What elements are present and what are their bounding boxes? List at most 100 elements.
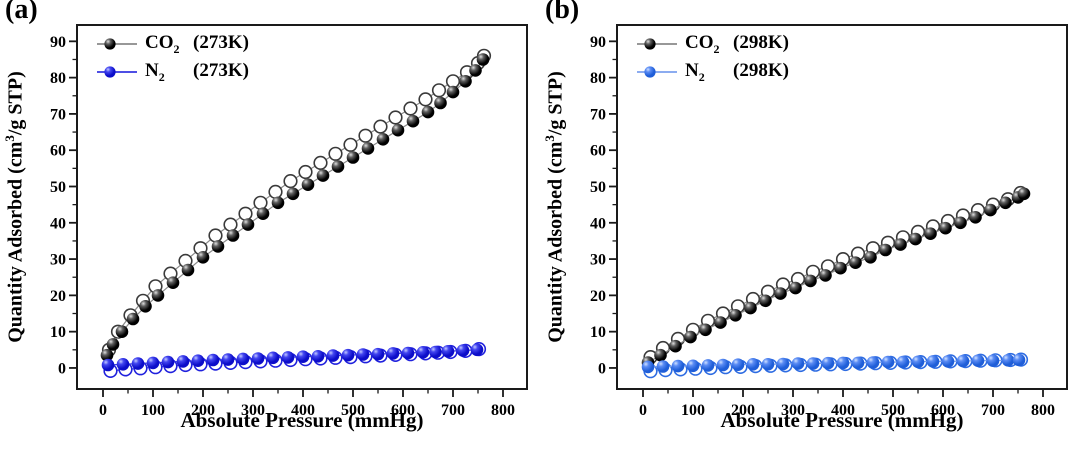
data-point [924,227,937,240]
data-point [221,353,235,366]
data-point [253,195,268,210]
y-axis-label: Quantity Adsorbed (cm3/g STP) [542,25,567,389]
x-tick-label: 400 [831,402,855,419]
data-point [376,133,390,146]
data-point [301,178,315,191]
data-point [669,339,682,353]
x-tick-label: 500 [881,402,905,419]
data-point [641,360,655,374]
data-point [654,348,667,362]
data-point [316,169,330,182]
y-tick-label: 90 [50,34,66,51]
plot-svg-b: 0 100 200 300 400 500 600 700 800 0 10 20 30 40 50 60 70… [590,24,1068,419]
panel-a: 0 100 200 300 400 500 600 700 800 0 10 20 30 40 50 60 70… [2,0,528,432]
y-tick-label: 20 [50,288,66,305]
data-point [774,287,787,300]
data-point [1001,354,1015,367]
data-point [241,218,255,231]
data-point [716,358,730,372]
y-tick-label: 60 [50,143,66,160]
data-point [849,256,862,270]
data-point [151,289,165,302]
data-point [446,85,460,99]
data-point [116,358,130,371]
legend-label-n2: N2 (298K) [685,60,789,85]
data-point [139,300,152,313]
data-point [131,357,145,370]
legend-formula: N [145,59,159,81]
data-point [313,155,328,170]
data-point [434,96,447,110]
y-tick-label: 80 [590,70,606,87]
data-point [926,355,940,368]
data-point [373,119,388,134]
data-point [268,184,283,199]
data-point [281,351,295,364]
data-point [115,325,129,339]
data-point [358,128,373,143]
x-tick-label: 400 [291,402,315,419]
data-point [671,359,685,373]
legend-formula-sub: 2 [698,69,705,84]
data-point [459,75,472,88]
data-point [251,352,265,365]
data-point [789,281,802,295]
data-point [729,309,742,322]
data-point [999,196,1012,210]
data-point [986,354,1000,368]
data-point [879,243,892,257]
data-point [298,164,313,180]
y-tick-label: 0 [598,360,606,377]
data-point [954,216,967,230]
legend-label-n2: N2 (273K) [145,60,249,85]
data-point [804,274,817,288]
data-point [283,174,298,189]
y-tick-label: 10 [50,324,66,341]
data-point [941,355,955,368]
data-point [429,345,442,359]
legend-temp: (273K) [193,31,249,53]
legend-formula-sub: 2 [173,41,180,56]
data-point [776,357,790,371]
data-point [971,354,985,368]
data-point [431,83,447,98]
x-tick-label: 200 [731,402,755,419]
data-point [406,114,420,128]
data-point [126,312,140,326]
y-tick-label: 30 [590,252,606,269]
y-tick-label: 10 [590,324,606,341]
legend-marker-n2-icon [636,63,678,81]
data-point [326,349,340,362]
data-point [456,344,470,357]
y-axis-label: Quantity Adsorbed (cm3/g STP) [2,25,27,389]
series-co2-adsorption-298k [641,187,1031,369]
data-point [821,356,835,370]
x-tick-label: 300 [781,402,805,419]
data-point [864,250,877,264]
data-point [759,294,772,308]
data-point [445,74,461,89]
legend: CO2 (298K) N2 (298K) [636,30,789,86]
x-tick-label: 100 [681,402,705,419]
x-tick-label: 0 [99,402,107,419]
data-point [371,347,385,361]
data-point [939,221,952,235]
data-point [196,250,210,264]
series-n2-adsorption-273k [101,343,484,372]
panel-tag: (b) [545,0,580,25]
y-axis-label-unit: /g STP) [4,71,27,136]
x-tick-label: 0 [639,402,647,419]
legend-formula: CO [145,31,174,53]
data-point [388,110,403,125]
data-point [761,358,775,371]
data-point [346,151,360,164]
x-tick-label: 700 [441,402,465,419]
data-point [271,196,285,210]
x-axis-label: Absolute Pressure (mmHg) [180,408,424,432]
x-tick-label: 600 [391,402,415,419]
data-point [896,355,910,369]
data-point [191,354,205,368]
panel-tag: (a) [5,0,38,25]
data-point [296,350,310,364]
